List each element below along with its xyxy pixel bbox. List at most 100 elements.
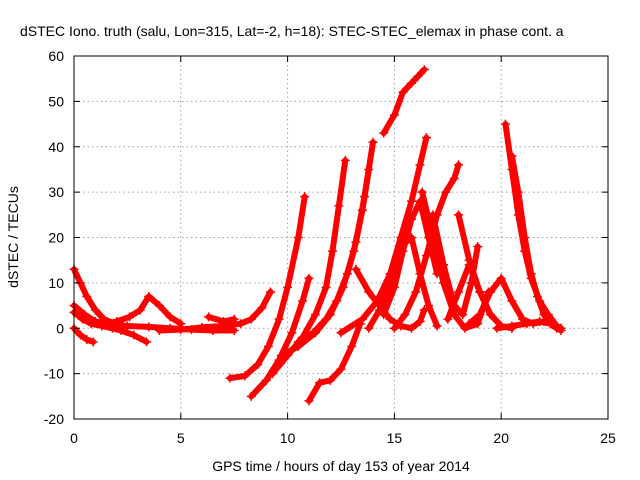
data-point-marker (308, 328, 318, 338)
data-series (144, 291, 186, 329)
x-tick-label: 10 (280, 430, 296, 446)
data-point-marker (266, 287, 276, 297)
data-series (225, 192, 310, 383)
data-point-marker (154, 301, 164, 311)
data-point-marker (424, 301, 434, 311)
data-point-marker (142, 337, 152, 347)
data-point-marker (176, 325, 186, 335)
data-point-marker (321, 314, 331, 324)
data-point-marker (129, 330, 139, 340)
data-point-marker (417, 187, 427, 197)
data-point-marker (473, 319, 483, 329)
data-point-marker (88, 337, 98, 347)
data-point-marker (421, 251, 431, 261)
data-point-marker (443, 314, 453, 324)
data-point-marker (507, 321, 517, 331)
data-point-marker (253, 360, 263, 370)
x-tick-label: 0 (70, 430, 78, 446)
y-tick-label: 50 (48, 93, 64, 109)
data-point-marker (364, 287, 374, 297)
series-trace (380, 66, 428, 137)
data-point-marker (229, 314, 239, 324)
data-point-marker (283, 282, 293, 292)
data-point-marker (475, 287, 485, 297)
data-point-marker (263, 341, 273, 351)
data-point-marker (513, 187, 523, 197)
data-point-marker (197, 322, 207, 332)
y-tick-label: 0 (56, 320, 64, 336)
data-point-marker (359, 192, 369, 202)
data-series-group (69, 65, 566, 406)
data-point-marker (304, 273, 314, 283)
data-point-marker (389, 323, 399, 333)
data-point-marker (556, 323, 566, 333)
data-point-marker (475, 310, 485, 320)
x-tick-label: 15 (387, 430, 403, 446)
data-point-marker (473, 242, 483, 252)
data-point-marker (428, 210, 438, 220)
data-point-marker (300, 192, 310, 202)
data-point-marker (240, 371, 250, 381)
data-point-marker (492, 323, 502, 333)
x-tick-label: 20 (493, 430, 509, 446)
data-point-marker (398, 87, 408, 97)
data-point-marker (421, 133, 431, 143)
data-point-marker (460, 323, 470, 333)
data-point-marker (398, 246, 408, 256)
x-tick-label: 25 (600, 430, 616, 446)
data-point-marker (379, 128, 389, 138)
data-point-marker (500, 119, 510, 129)
data-point-marker (82, 335, 92, 345)
data-point-marker (413, 71, 423, 81)
data-point-marker (315, 378, 325, 388)
series-trace (71, 325, 97, 345)
data-point-marker (304, 396, 314, 406)
data-series (379, 65, 429, 138)
data-point-marker (276, 350, 286, 360)
data-point-marker (274, 314, 284, 324)
data-point-marker (411, 287, 421, 297)
axis-ticks: 0 5 10 15 20 25 -20 -10 0 10 20 30 40 50 60 (44, 48, 616, 446)
data-point-marker (336, 364, 346, 374)
data-point-marker (219, 316, 229, 326)
data-point-marker (80, 310, 90, 320)
data-point-marker (389, 282, 399, 292)
data-point-marker (453, 160, 463, 170)
data-point-marker (533, 291, 543, 301)
data-point-marker (351, 264, 361, 274)
data-point-marker (522, 319, 532, 329)
data-point-marker (204, 312, 214, 322)
data-point-marker (464, 255, 474, 265)
data-point-marker (321, 282, 331, 292)
chart-title: dSTEC Iono. truth (salu, Lon=315, Lat=-2… (20, 23, 564, 39)
y-tick-label: -10 (44, 366, 64, 382)
data-point-marker (486, 287, 496, 297)
data-point-marker (400, 310, 410, 320)
data-point-marker (225, 373, 235, 383)
data-point-marker (379, 310, 389, 320)
data-series (293, 137, 378, 347)
data-point-marker (364, 323, 374, 333)
data-series (204, 312, 239, 326)
series-trace (145, 293, 184, 327)
data-point-marker (293, 337, 303, 347)
data-point-marker (310, 310, 320, 320)
data-point-marker (125, 312, 135, 322)
data-point-marker (236, 319, 246, 329)
data-point-marker (327, 246, 337, 256)
data-point-marker (144, 291, 154, 301)
data-point-marker (340, 155, 350, 165)
y-tick-label: 60 (48, 48, 64, 64)
data-point-marker (453, 287, 463, 297)
data-point-marker (539, 310, 549, 320)
data-series (69, 323, 98, 347)
data-point-marker (535, 316, 545, 326)
series-trace (226, 193, 308, 382)
series-trace (306, 320, 364, 404)
data-point-marker (545, 319, 555, 329)
data-point-marker (385, 314, 395, 324)
y-tick-label: 40 (48, 139, 64, 155)
y-tick-label: 20 (48, 230, 64, 246)
